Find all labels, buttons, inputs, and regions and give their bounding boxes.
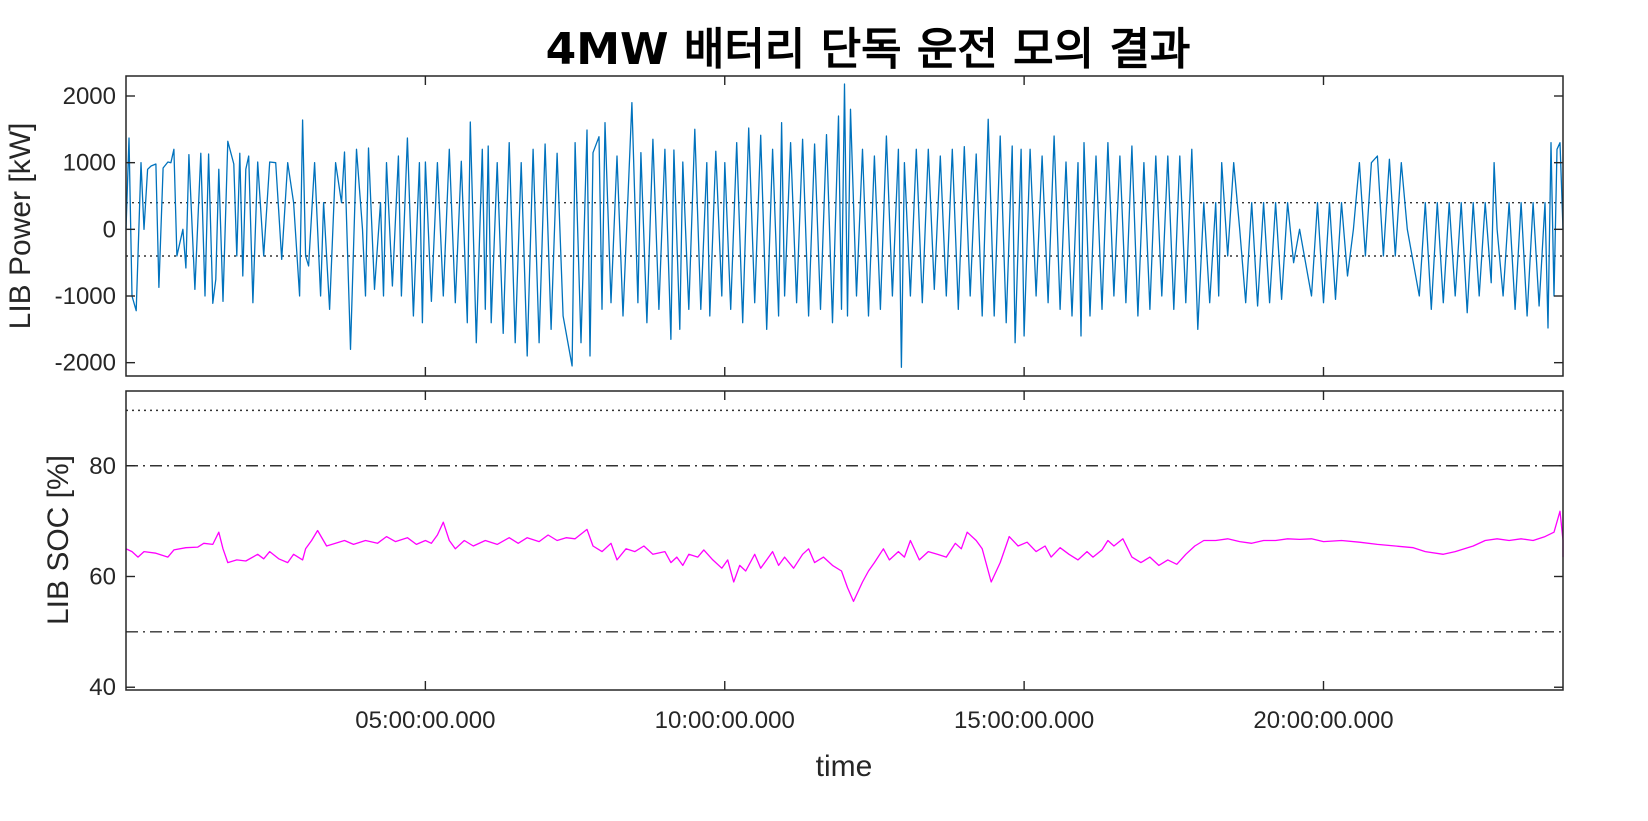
x-tick-label-1: 10:00:00.000 xyxy=(655,707,795,734)
power-y-tick-label-4: -2000 xyxy=(55,350,116,377)
soc-y-ticks: 80 60 40 xyxy=(89,453,1563,701)
power-y-tick-label-0: 2000 xyxy=(63,83,116,110)
power-panel: 2000 1000 0 -1000 -2000 LIB Power [kW] xyxy=(4,75,1564,377)
time-x-axis-label: time xyxy=(816,750,873,783)
x-tick-label-2: 15:00:00.000 xyxy=(954,707,1094,734)
soc-y-tick-label-2: 40 xyxy=(89,674,116,701)
power-y-axis-label: LIB Power [kW] xyxy=(4,123,37,330)
power-x-ticks xyxy=(424,76,1325,376)
power-series xyxy=(125,83,1564,368)
power-y-tick-label-2: 0 xyxy=(103,216,116,243)
power-y-tick-label-1: 1000 xyxy=(63,150,116,177)
soc-series xyxy=(125,510,1564,603)
power-y-tick-label-3: -1000 xyxy=(55,283,116,310)
soc-y-axis-label: LIB SOC [%] xyxy=(42,455,75,625)
soc-axes-box xyxy=(125,390,1564,691)
power-y-ticks: 2000 1000 0 -1000 -2000 xyxy=(55,83,1563,377)
soc-x-ticks: 05:00:00.000 10:00:00.000 15:00:00.000 20:0… xyxy=(355,391,1394,734)
x-tick-label-3: 20:00:00.000 xyxy=(1253,707,1393,734)
x-tick-label-0: 05:00:00.000 xyxy=(355,707,495,734)
chart-title: 4MW 배터리 단독 운전 모의 결과 xyxy=(546,24,1191,75)
power-series-line-0 xyxy=(125,83,1564,368)
soc-panel: 05:00:00.000 10:00:00.000 15:00:00.000 20:0… xyxy=(42,390,1564,783)
power-axes-box xyxy=(125,75,1564,377)
soc-y-tick-label-0: 80 xyxy=(89,453,116,480)
soc-series-line-0 xyxy=(125,510,1564,603)
soc-y-tick-label-1: 60 xyxy=(89,563,116,590)
